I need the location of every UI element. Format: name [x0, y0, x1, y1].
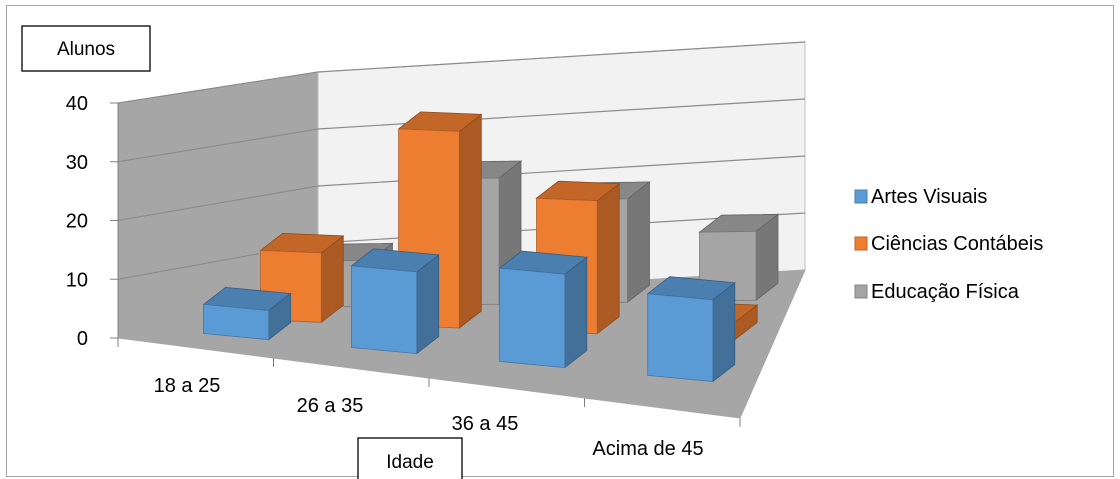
gridline: [117, 155, 806, 222]
bars: [202, 111, 780, 383]
legend: Artes Visuais Ciências Contábeis Educação …: [854, 186, 1043, 303]
bar: [351, 265, 418, 355]
y-tick-label: 40: [66, 93, 88, 115]
gridline: [117, 98, 806, 163]
legend-label: Artes Visuais: [871, 186, 987, 208]
legend-label: Educação Física: [871, 281, 1020, 303]
bar-side: [564, 256, 588, 369]
y-axis-ticks: 0 10 20 30 40: [66, 93, 119, 350]
x-axis-ticks: 18 a 25 26 a 35 36 a 45 Acima de 45: [117, 338, 741, 460]
x-tick-label: 36 a 45: [452, 413, 519, 435]
bar-side: [596, 182, 620, 335]
x-tick-label: Acima de 45: [592, 438, 703, 460]
bar: [203, 303, 270, 341]
legend-swatch: [854, 284, 868, 299]
x-axis-title: Idade: [357, 437, 463, 479]
bar-series-0: [202, 248, 736, 383]
y-tick-label: 10: [66, 269, 88, 291]
legend-swatch: [854, 189, 868, 204]
x-tick-label: 18 a 25: [154, 375, 221, 397]
y-tick-label: 20: [66, 211, 88, 233]
y-tick-label: 30: [66, 152, 88, 174]
legend-swatch: [854, 236, 868, 251]
y-axis-title-text: Alunos: [57, 39, 115, 60]
x-tick-label: 26 a 35: [297, 395, 364, 417]
y-axis-title-box: [21, 25, 151, 72]
y-axis-title: Alunos: [21, 25, 151, 72]
legend-label: Ciências Contábeis: [871, 233, 1043, 255]
x-axis-title-text: Idade: [386, 452, 434, 473]
bar: [499, 267, 566, 369]
y-tick-label: 0: [77, 328, 88, 350]
bar-side: [458, 113, 482, 329]
x-axis-title-box: [357, 437, 463, 479]
gridline: [117, 41, 806, 104]
bar: [647, 293, 714, 382]
bar-side: [627, 181, 650, 304]
